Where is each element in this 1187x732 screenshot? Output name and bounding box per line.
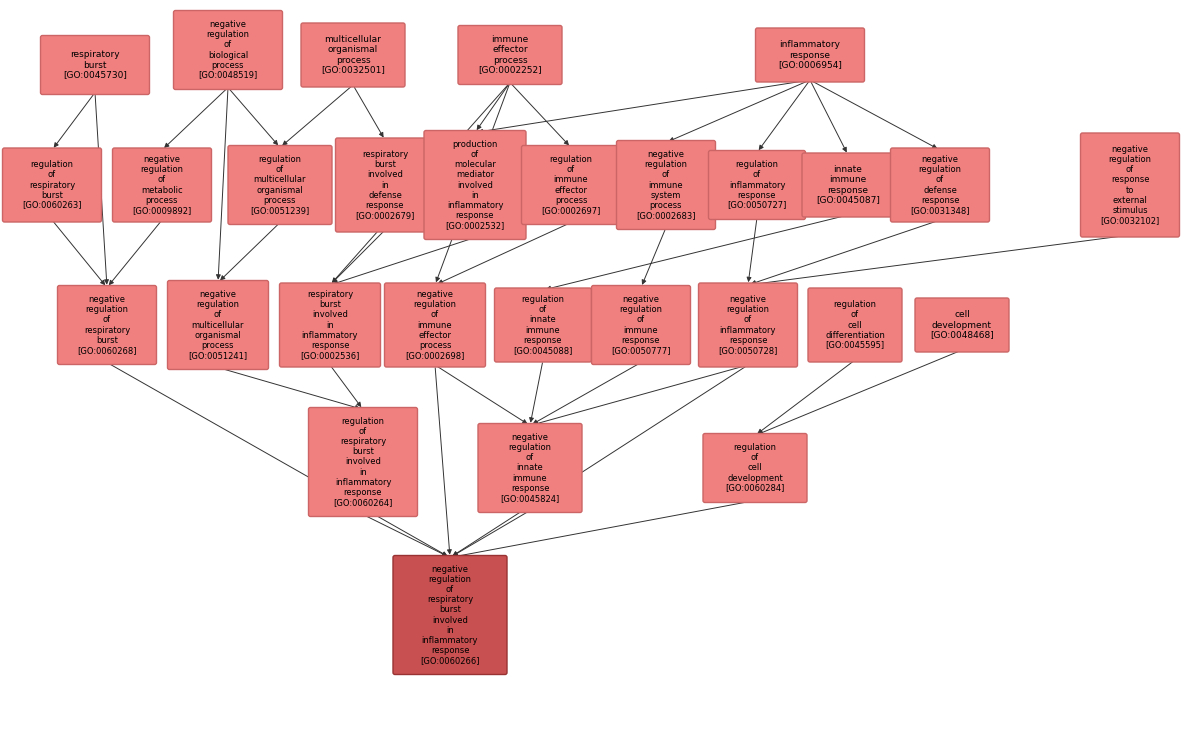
FancyBboxPatch shape [279,283,381,367]
FancyBboxPatch shape [393,556,507,674]
FancyBboxPatch shape [698,283,798,367]
Text: regulation
of
cell
development
[GO:0060284]: regulation of cell development [GO:00602… [725,444,785,493]
Text: regulation
of
immune
effector
process
[GO:0002697]: regulation of immune effector process [G… [541,155,601,214]
FancyBboxPatch shape [521,146,621,225]
Text: negative
regulation
of
immune
effector
process
[GO:0002698]: negative regulation of immune effector p… [405,291,464,359]
FancyBboxPatch shape [309,408,418,517]
Text: negative
regulation
of
respiratory
burst
involved
in
inflammatory
response
[GO:0: negative regulation of respiratory burst… [420,565,480,665]
Text: negative
regulation
of
immune
system
process
[GO:0002683]: negative regulation of immune system pro… [636,150,696,220]
FancyBboxPatch shape [703,433,807,502]
FancyBboxPatch shape [301,23,405,87]
FancyBboxPatch shape [424,130,526,239]
Text: cell
development
[GO:0048468]: cell development [GO:0048468] [931,310,994,340]
FancyBboxPatch shape [478,424,582,512]
FancyBboxPatch shape [57,285,157,365]
FancyBboxPatch shape [167,280,268,370]
FancyBboxPatch shape [591,285,691,365]
Text: regulation
of
cell
differentiation
[GO:0045595]: regulation of cell differentiation [GO:0… [825,300,886,350]
FancyBboxPatch shape [616,141,716,230]
FancyBboxPatch shape [173,10,283,89]
Text: inflammatory
response
[GO:0006954]: inflammatory response [GO:0006954] [777,40,842,70]
Text: negative
regulation
of
immune
response
[GO:0050777]: negative regulation of immune response [… [611,296,671,354]
Text: negative
regulation
of
response
to
external
stimulus
[GO:0032102]: negative regulation of response to exter… [1100,146,1160,225]
Text: negative
regulation
of
innate
immune
response
[GO:0045824]: negative regulation of innate immune res… [501,433,559,503]
Text: negative
regulation
of
inflammatory
response
[GO:0050728]: negative regulation of inflammatory resp… [718,296,777,354]
FancyBboxPatch shape [495,288,591,362]
Text: production
of
molecular
mediator
involved
in
inflammatory
response
[GO:0002532]: production of molecular mediator involve… [445,141,504,230]
FancyBboxPatch shape [113,148,211,222]
Text: negative
regulation
of
respiratory
burst
[GO:0060268]: negative regulation of respiratory burst… [77,296,137,354]
Text: immune
effector
process
[GO:0002252]: immune effector process [GO:0002252] [478,35,541,75]
FancyBboxPatch shape [1080,133,1180,237]
Text: regulation
of
innate
immune
response
[GO:0045088]: regulation of innate immune response [GO… [513,296,572,354]
FancyBboxPatch shape [228,146,332,225]
FancyBboxPatch shape [755,28,864,82]
FancyBboxPatch shape [336,138,434,232]
Text: negative
regulation
of
multicellular
organismal
process
[GO:0051241]: negative regulation of multicellular org… [189,291,248,359]
FancyBboxPatch shape [808,288,902,362]
Text: regulation
of
respiratory
burst
[GO:0060263]: regulation of respiratory burst [GO:0060… [23,160,82,209]
Text: negative
regulation
of
biological
process
[GO:0048519]: negative regulation of biological proces… [198,20,258,80]
Text: regulation
of
multicellular
organismal
process
[GO:0051239]: regulation of multicellular organismal p… [250,155,310,214]
FancyBboxPatch shape [458,26,561,84]
Text: negative
regulation
of
defense
response
[GO:0031348]: negative regulation of defense response … [910,155,970,214]
FancyBboxPatch shape [915,298,1009,352]
Text: innate
immune
response
[GO:0045087]: innate immune response [GO:0045087] [817,165,880,204]
Text: regulation
of
inflammatory
response
[GO:0050727]: regulation of inflammatory response [GO:… [728,160,787,209]
Text: regulation
of
respiratory
burst
involved
in
inflammatory
response
[GO:0060264]: regulation of respiratory burst involved… [334,417,393,507]
Text: multicellular
organismal
process
[GO:0032501]: multicellular organismal process [GO:003… [320,35,385,75]
Text: respiratory
burst
[GO:0045730]: respiratory burst [GO:0045730] [63,51,127,80]
Text: respiratory
burst
involved
in
inflammatory
response
[GO:0002536]: respiratory burst involved in inflammato… [300,291,360,359]
Text: negative
regulation
of
metabolic
process
[GO:0009892]: negative regulation of metabolic process… [133,155,191,214]
FancyBboxPatch shape [2,148,102,222]
FancyBboxPatch shape [40,35,150,94]
Text: respiratory
burst
involved
in
defense
response
[GO:0002679]: respiratory burst involved in defense re… [355,150,414,220]
FancyBboxPatch shape [890,148,990,222]
FancyBboxPatch shape [385,283,485,367]
FancyBboxPatch shape [709,151,806,220]
FancyBboxPatch shape [802,153,894,217]
